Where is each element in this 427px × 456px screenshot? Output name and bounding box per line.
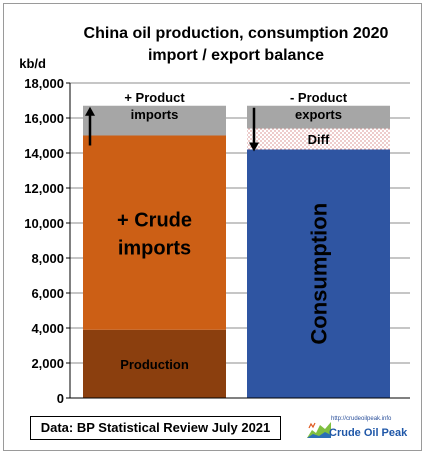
bar-segment [83, 135, 226, 330]
bar-segment [247, 105, 390, 129]
bar-segment-label: Diff [308, 132, 330, 147]
y-tick-label: 14,000 [24, 146, 64, 161]
bar-segment-label: Production [120, 357, 189, 372]
y-tick-label: 8,000 [31, 251, 64, 266]
chart-title-line: import / export balance [148, 47, 324, 64]
bar-segment [83, 105, 226, 136]
chart-title-line: China oil production, consumption 2020 [84, 25, 389, 42]
arrow-down-head-icon [249, 142, 259, 152]
bar-segment-label: imports [131, 107, 179, 122]
bar-segment [247, 128, 390, 150]
bar-segment-label: - Product [290, 90, 348, 105]
logo-graphic-icon [307, 420, 331, 438]
arrow-up-head-icon [85, 106, 95, 116]
y-tick-label: 12,000 [24, 181, 64, 196]
bar-segment [83, 329, 226, 398]
logo-name: Crude Oil Peak [329, 427, 408, 439]
y-axis-label: kb/d [19, 56, 46, 71]
y-tick-label: 16,000 [24, 111, 64, 126]
bar-segment-label: Consumption [307, 203, 332, 345]
logo: http://crudeoilpeak.info Crude Oil Peak [305, 414, 417, 446]
y-tick-label: 18,000 [24, 76, 64, 91]
bar-segment-label: + Product [124, 90, 185, 105]
bar-segment-label: exports [295, 107, 342, 122]
logo-url[interactable]: http://crudeoilpeak.info [331, 416, 392, 422]
y-tick-label: 0 [57, 391, 64, 406]
bar-segment-label: + Crude [117, 210, 192, 232]
bar-segment-label: imports [118, 238, 191, 260]
y-tick-label: 4,000 [31, 321, 64, 336]
y-tick-label: 10,000 [24, 216, 64, 231]
bar-segment [247, 149, 390, 398]
y-tick-label: 2,000 [31, 356, 64, 371]
y-tick-label: 6,000 [31, 286, 64, 301]
source-note: Data: BP Statistical Review July 2021 [30, 416, 281, 440]
